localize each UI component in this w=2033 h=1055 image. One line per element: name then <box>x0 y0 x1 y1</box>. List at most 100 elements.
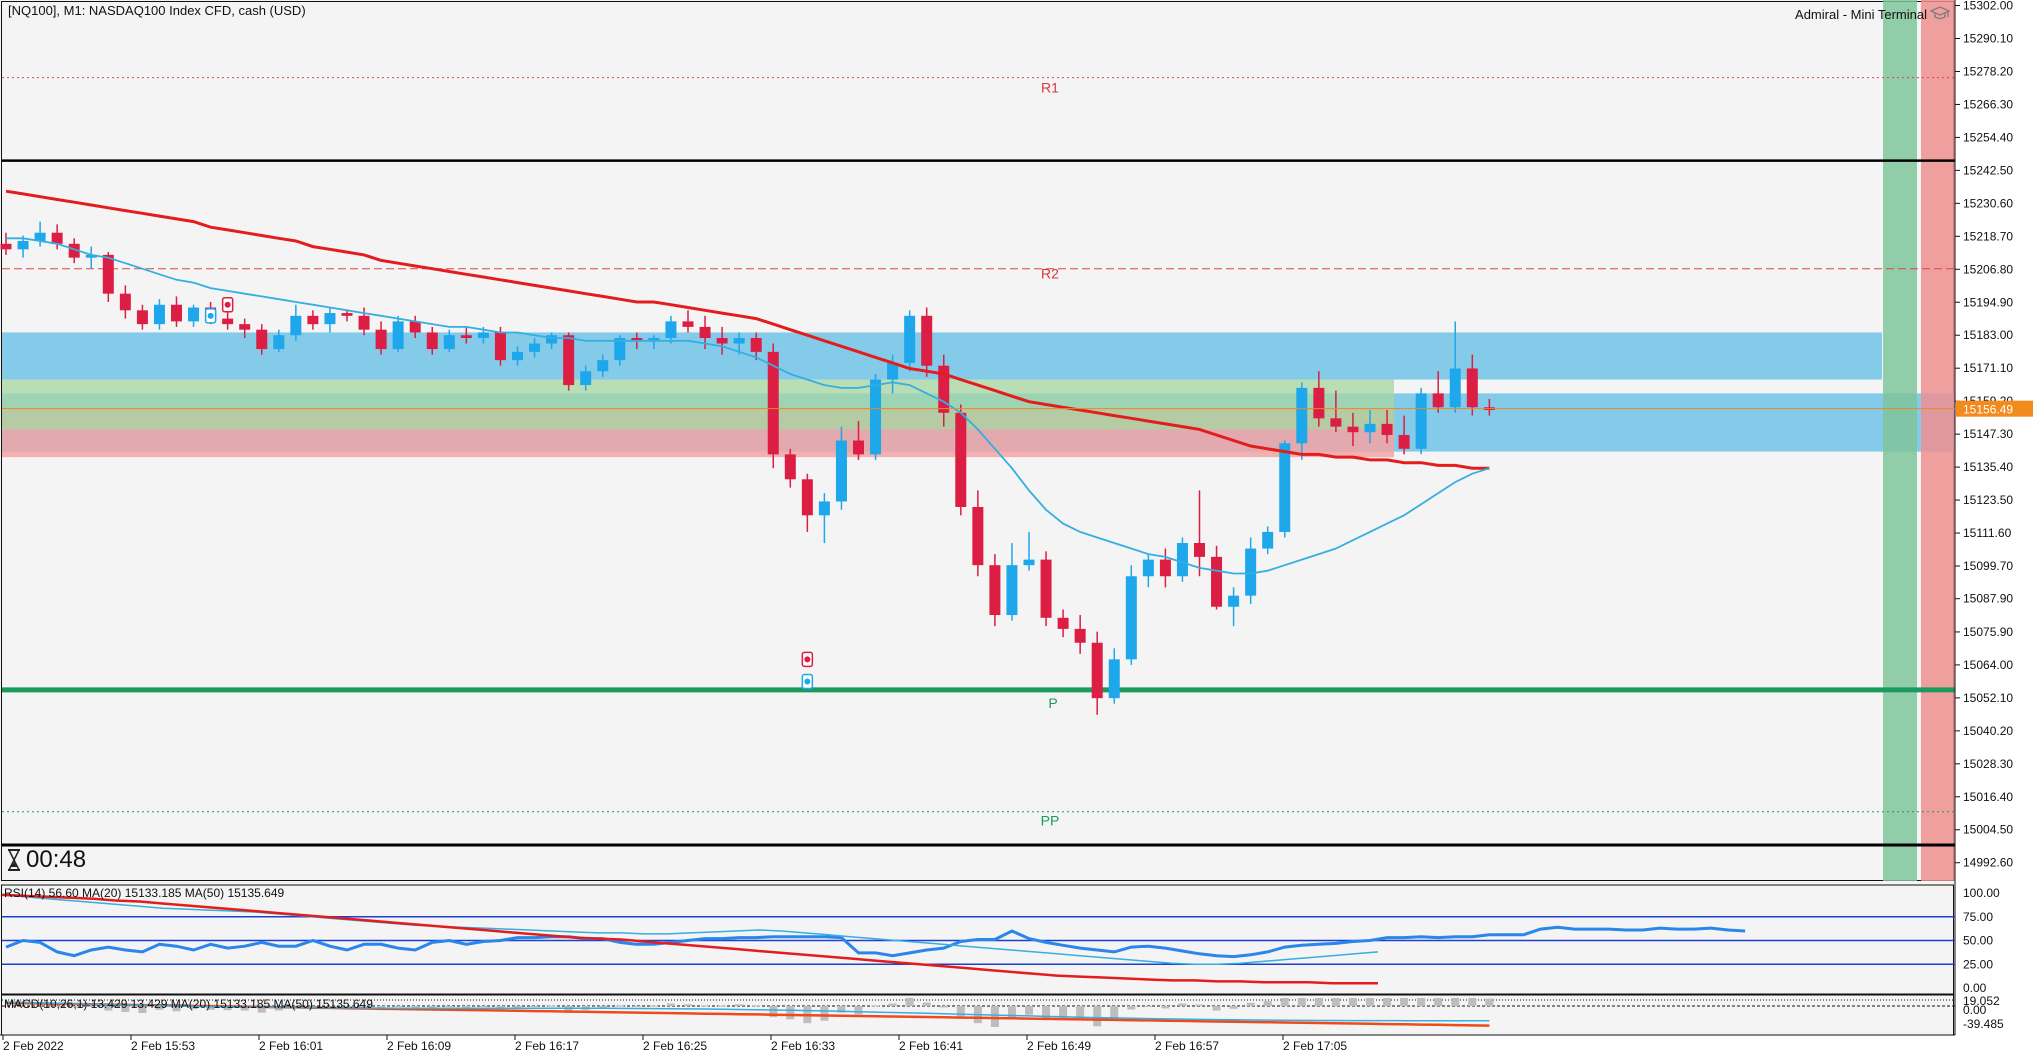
candle <box>818 493 830 544</box>
candle-body <box>614 337 626 361</box>
macd-histogram-bar <box>1093 1006 1102 1027</box>
candle <box>648 335 660 350</box>
candle-body <box>716 337 728 344</box>
candle-body <box>648 337 660 341</box>
candle <box>784 448 796 488</box>
price-tick-label: 15087.90 <box>1963 592 2013 606</box>
candle <box>1211 545 1223 610</box>
buy-marker-low <box>801 673 814 690</box>
candles-group <box>0 221 1495 715</box>
macd-histogram-bar <box>155 1006 164 1010</box>
candle-body <box>1330 418 1342 427</box>
candle <box>1364 410 1376 444</box>
macd-histogram-bar <box>479 1006 488 1007</box>
price-tick-label: 15290.10 <box>1963 32 2013 46</box>
candle-body <box>546 335 558 344</box>
macd-histogram-bar <box>701 1005 710 1007</box>
candle-body <box>938 365 950 413</box>
sell-marker-low-dot <box>804 656 811 663</box>
ma-slow-line <box>5 189 1490 470</box>
candle <box>1432 371 1444 413</box>
price-tick-label: 15147.30 <box>1963 427 2013 441</box>
candle-body <box>1176 543 1188 577</box>
candle-body <box>1381 423 1393 435</box>
candle <box>1381 410 1393 444</box>
candle-body <box>665 321 677 338</box>
candle <box>1466 354 1478 416</box>
candle <box>1279 440 1291 538</box>
macd-histogram-bar <box>1400 998 1409 1006</box>
candle-body <box>256 329 268 350</box>
price-tick-label: 15111.60 <box>1963 526 2012 540</box>
macd-histogram-bar <box>922 1002 931 1006</box>
macd-histogram-bar <box>70 1006 79 1008</box>
candle <box>904 310 916 372</box>
buy-marker-low-dot <box>804 678 811 685</box>
macd-histogram-bar <box>1263 1001 1272 1006</box>
time-tick-label: 2 Feb 16:01 <box>259 1039 323 1053</box>
candle <box>1057 609 1069 638</box>
countdown-value: 00:48 <box>26 846 87 873</box>
r1-label: R1 <box>1041 80 1059 96</box>
candle <box>273 329 285 352</box>
candle-body <box>1398 434 1410 449</box>
macd-histogram-bar <box>240 1006 249 1011</box>
time-tick-label: 2 Feb 16:33 <box>771 1039 835 1053</box>
candle-body <box>887 362 899 380</box>
macd-axis-label: 19.052 <box>1963 994 2000 1008</box>
graduation-cap-icon[interactable] <box>1930 6 1950 22</box>
candle <box>1347 412 1359 447</box>
candle-body <box>51 232 63 244</box>
price-tick-label: 15242.50 <box>1963 163 2013 177</box>
time-axis-bg <box>0 1035 1955 1055</box>
candle <box>716 326 728 355</box>
candle-body <box>409 321 421 333</box>
candle-body <box>1466 368 1478 408</box>
macd-histogram-bar <box>1434 998 1443 1006</box>
macd-histogram-bar <box>1485 998 1494 1006</box>
candle-body <box>1313 387 1325 419</box>
candle-body <box>85 254 97 258</box>
candle-body <box>239 324 251 330</box>
macd-histogram-bar <box>394 1006 403 1007</box>
candle <box>51 224 63 250</box>
candle <box>290 304 302 341</box>
candle <box>68 238 80 264</box>
current-price-label: 15156.49 <box>1963 403 2013 417</box>
macd-histogram-bar <box>138 1006 147 1013</box>
candle <box>1125 565 1137 665</box>
candle-body <box>818 501 830 516</box>
candle <box>119 285 131 319</box>
candle-body <box>955 412 967 507</box>
time-tick-label: 2 Feb 16:17 <box>515 1039 579 1053</box>
macd-histogram-bar <box>411 1006 420 1008</box>
candle-body <box>358 315 370 330</box>
macd-histogram-bar <box>325 1006 334 1007</box>
candle-body <box>460 335 472 338</box>
time-tick-label: 2 Feb 16:09 <box>387 1039 451 1053</box>
candle-body <box>290 315 302 336</box>
candle <box>853 421 864 460</box>
candle-body <box>1262 531 1274 549</box>
macd-histogram-bar <box>1246 1002 1255 1006</box>
candle <box>1262 526 1274 555</box>
time-tick-label: 2 Feb 16:49 <box>1027 1039 1091 1053</box>
buy-band <box>1883 0 1917 881</box>
candle-body <box>563 335 575 386</box>
macd-histogram-bar <box>1280 998 1289 1006</box>
candle <box>1398 415 1410 455</box>
candle-body <box>426 332 438 350</box>
candle-body <box>1449 368 1461 408</box>
rsi-axis-label: 50.00 <box>1963 934 1993 948</box>
macd-histogram-bar <box>871 1005 880 1007</box>
sell-band <box>1921 0 1955 881</box>
price-tick-label: 15183.00 <box>1963 328 2013 342</box>
candle-body <box>512 351 523 361</box>
macd-histogram-bar <box>1195 1004 1204 1006</box>
macd-histogram-bar <box>1212 1006 1221 1011</box>
buy-marker-dot <box>207 312 214 319</box>
candle-body <box>102 254 114 294</box>
price-tick-label: 15123.50 <box>1963 493 2013 507</box>
